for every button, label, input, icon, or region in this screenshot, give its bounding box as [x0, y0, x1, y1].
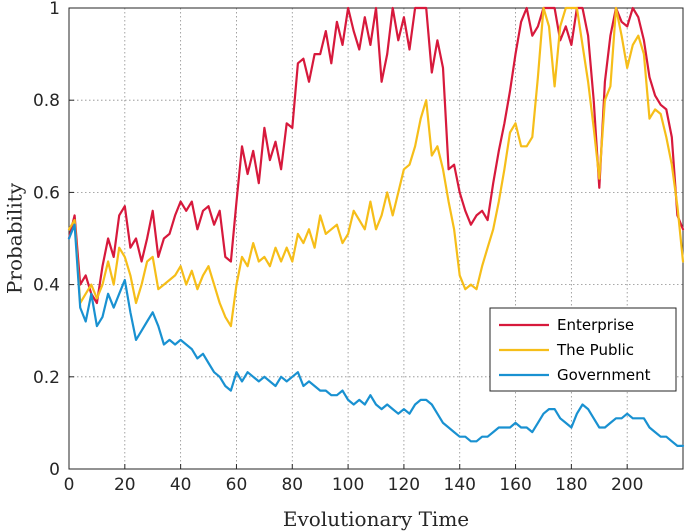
y-axis-ticks: 0 0.2 0.4 0.6 0.8 1 — [33, 0, 74, 480]
x-tick-label: 120 — [388, 475, 420, 495]
x-tick-label: 60 — [226, 475, 248, 495]
y-tick-label: 0 — [49, 460, 60, 480]
grid-lines — [69, 8, 683, 469]
legend-label-government: Government — [557, 366, 651, 384]
x-tick-label: 0 — [64, 475, 75, 495]
legend-label-enterprise: Enterprise — [557, 316, 634, 334]
y-tick-label: 0.6 — [33, 183, 60, 203]
series-layer — [67, 6, 685, 447]
x-tick-label: 200 — [611, 475, 643, 495]
x-tick-label: 20 — [114, 475, 136, 495]
x-tick-label: 180 — [555, 475, 587, 495]
x-tick-label: 140 — [444, 475, 476, 495]
x-axis-label: Evolutionary Time — [283, 507, 469, 531]
y-tick-label: 1 — [49, 0, 60, 19]
y-axis-label: Probability — [3, 182, 27, 294]
y-tick-label: 0.8 — [33, 91, 60, 111]
series-line-the-public — [67, 6, 685, 328]
x-axis-ticks: 0 20 40 60 80 100 120 140 160 180 200 — [64, 464, 643, 495]
legend: Enterprise The Public Government — [489, 307, 677, 392]
y-tick-label: 0.4 — [33, 276, 60, 296]
x-tick-label: 40 — [170, 475, 192, 495]
x-tick-label: 160 — [499, 475, 531, 495]
series-line-government — [67, 223, 685, 447]
series-line-enterprise — [67, 6, 685, 305]
x-tick-label: 100 — [332, 475, 364, 495]
y-tick-label: 0.2 — [33, 368, 60, 388]
x-tick-label: 80 — [281, 475, 303, 495]
legend-label-the-public: The Public — [556, 341, 634, 359]
